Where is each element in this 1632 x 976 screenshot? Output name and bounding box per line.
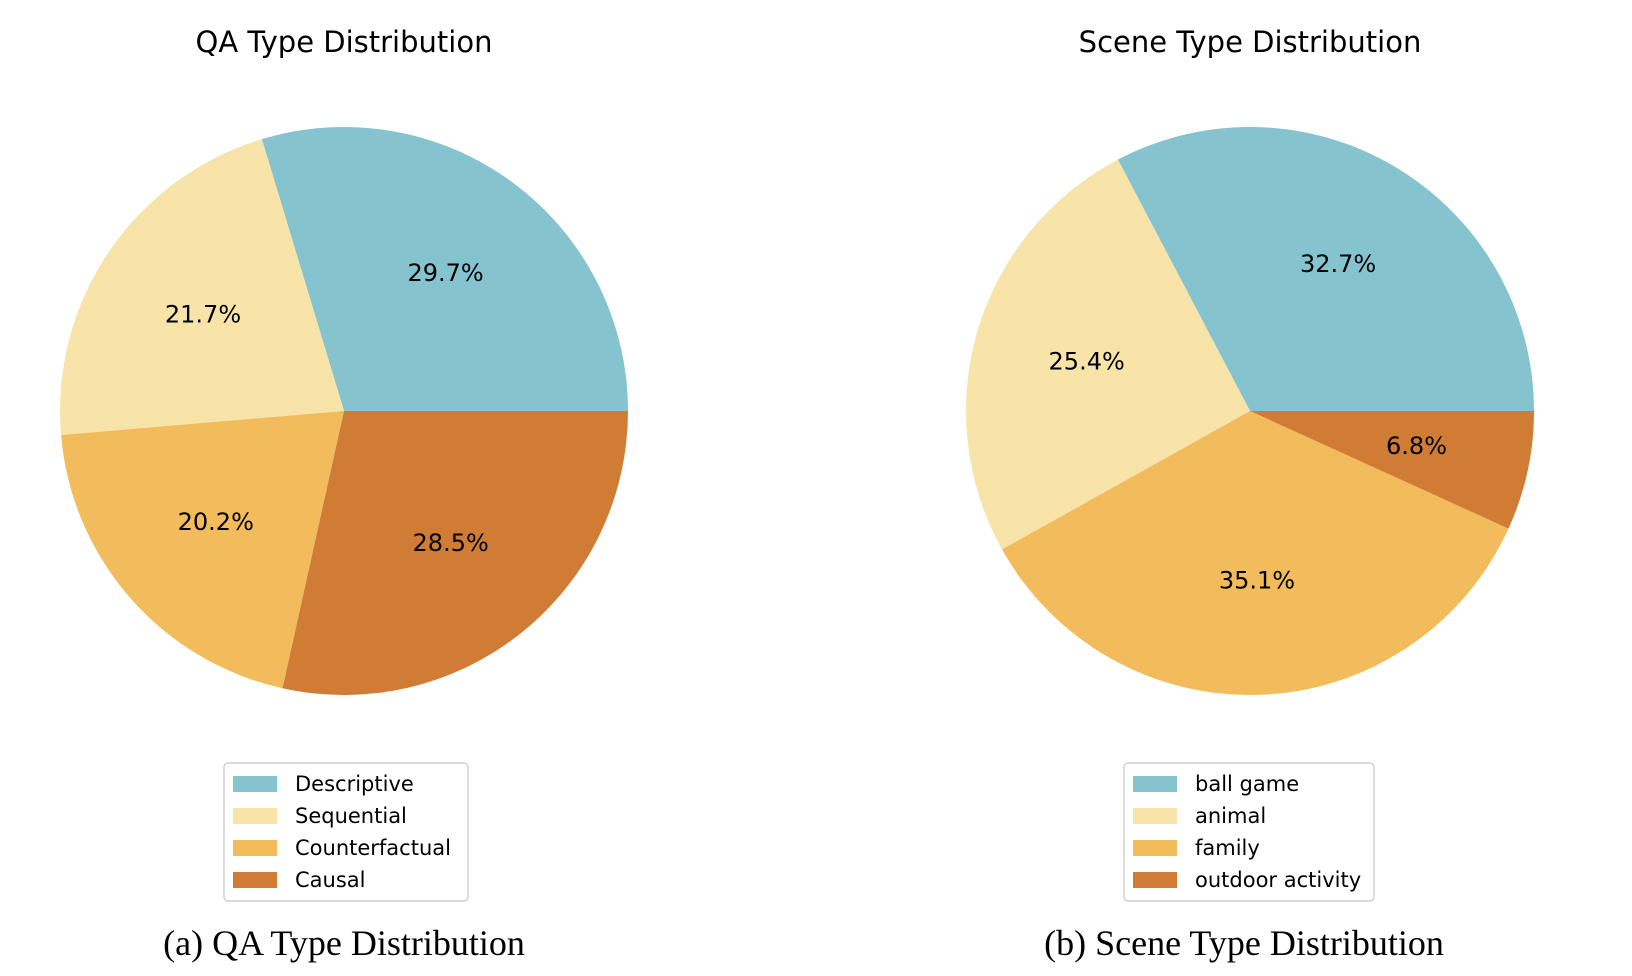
legend-box — [223, 762, 469, 902]
caption-scene-type: (b) Scene Type Distribution — [1044, 923, 1444, 963]
legend-label-sequential: Sequential — [295, 804, 407, 828]
legend-label-causal: Causal — [295, 868, 366, 892]
caption-qa-type: (a) QA Type Distribution — [163, 923, 525, 963]
legend-label-descriptive: Descriptive — [295, 772, 414, 796]
legend-swatch-counterfactual — [233, 840, 277, 856]
legend-label-counterfactual: Counterfactual — [295, 836, 451, 860]
pie-slice-family — [1001, 411, 1509, 696]
legend-swatch-family — [1133, 840, 1177, 856]
pie-slice-sequential — [60, 139, 344, 436]
slice-value-label-causal: 28.5% — [413, 529, 489, 557]
legend-label-ball-game: ball game — [1195, 772, 1299, 796]
slice-value-label-family: 35.1% — [1219, 566, 1295, 594]
legend-box — [1123, 762, 1375, 902]
chart-title: QA Type Distribution — [196, 25, 493, 59]
qa-type-pie-chart: QA Type Distribution 29.7% 21.7% 20.2% 28.5%… — [60, 25, 628, 902]
slice-value-label-animal: 25.4% — [1049, 347, 1125, 375]
pie-slice-animal — [965, 159, 1250, 550]
pie-slice-ball-game — [1117, 126, 1534, 411]
pie-slice-outdoor-activity — [1250, 411, 1534, 529]
legend-label-animal: animal — [1195, 804, 1266, 828]
pie-slice-descriptive — [261, 126, 628, 411]
scene-type-pie-chart: Scene Type Distribution 32.7% 25.4% 35.1% 6.… — [965, 25, 1534, 902]
slice-value-label-sequential: 21.7% — [165, 300, 241, 328]
legend-swatch-ball-game — [1133, 776, 1177, 792]
slice-value-label-outdoor-activity: 6.8% — [1386, 432, 1447, 460]
pie-slice-counterfactual — [61, 411, 345, 689]
legend-label-family: family — [1195, 836, 1260, 860]
slice-value-label-counterfactual: 20.2% — [178, 508, 254, 536]
slice-value-label-descriptive: 29.7% — [407, 259, 483, 287]
legend-label-outdoor-activity: outdoor activity — [1195, 868, 1361, 892]
legend-swatch-descriptive — [233, 776, 277, 792]
legend-swatch-causal — [233, 872, 277, 888]
slice-value-label-ball-game: 32.7% — [1300, 250, 1376, 278]
chart-title: Scene Type Distribution — [1079, 25, 1422, 59]
legend-swatch-animal — [1133, 808, 1177, 824]
legend-swatch-outdoor-activity — [1133, 872, 1177, 888]
pie-slice-causal — [282, 411, 628, 695]
legend-swatch-sequential — [233, 808, 277, 824]
